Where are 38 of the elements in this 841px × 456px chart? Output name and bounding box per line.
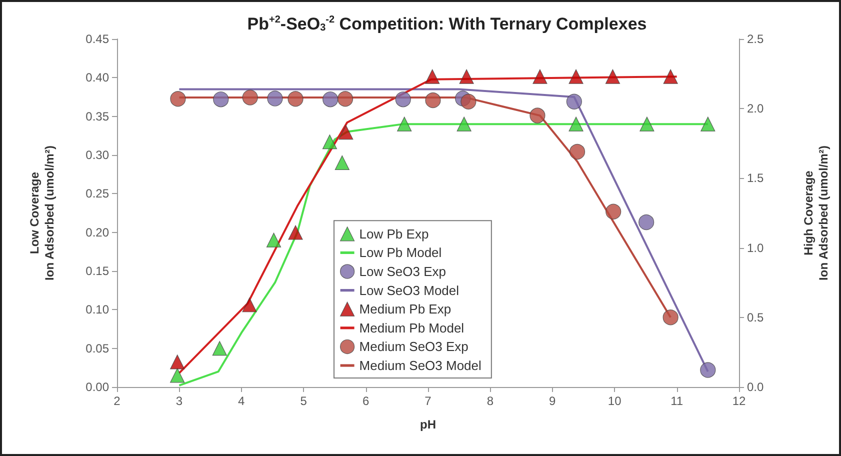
y-tick-label: 0.20 bbox=[86, 225, 110, 240]
y2-tick-label: 1.5 bbox=[747, 171, 764, 186]
y-tick-label: 0.15 bbox=[86, 264, 110, 278]
legend-label: Low Pb Exp bbox=[359, 226, 429, 242]
x-tick-label: 3 bbox=[176, 394, 183, 408]
legend-label: Medium Pb Exp bbox=[359, 302, 452, 317]
y2-tick-label: 0.5 bbox=[747, 310, 764, 324]
y2-tick-label: 1.0 bbox=[747, 240, 764, 255]
x-tick-label: 12 bbox=[732, 394, 746, 408]
x-tick-label: 4 bbox=[238, 394, 246, 408]
y2-tick-label: 2.0 bbox=[747, 102, 764, 116]
y-tick-label: 0.00 bbox=[86, 380, 110, 394]
y-tick-label: 0.40 bbox=[86, 70, 110, 85]
y-axis-title: Low Coverage Ion Adsorbed (umol/m²) bbox=[28, 146, 56, 280]
x-tick-label: 6 bbox=[362, 394, 370, 408]
x-tick-label: 11 bbox=[670, 394, 684, 408]
x-axis-title: pH bbox=[420, 418, 436, 432]
x-tick-label: 9 bbox=[549, 394, 556, 408]
legend-label: Medium SeO3 Model bbox=[359, 358, 482, 373]
legend-label: Low SeO3 Model bbox=[359, 282, 460, 298]
y2-axis-title: High Coverage Ion Adsorbed (umol/m²) bbox=[802, 146, 830, 280]
y2-tick-label: 2.5 bbox=[747, 32, 764, 46]
y-tick-label: 0.05 bbox=[86, 341, 110, 356]
y-tick-label: 0.45 bbox=[86, 32, 110, 46]
y-tick-label: 0.25 bbox=[86, 186, 110, 201]
x-tick-label: 10 bbox=[608, 394, 622, 408]
x-tick-label: 2 bbox=[114, 394, 121, 408]
legend-label: Low Pb Model bbox=[359, 245, 442, 260]
y-tick-label: 0.30 bbox=[86, 148, 110, 162]
legend-label: Medium Pb Model bbox=[359, 320, 464, 336]
x-tick-label: 7 bbox=[424, 394, 432, 408]
y2-tick-label: 0.0 bbox=[747, 380, 764, 394]
y-tick-label: 0.35 bbox=[86, 109, 110, 124]
y-tick-label: 0.10 bbox=[86, 302, 110, 317]
x-tick-label: 8 bbox=[486, 394, 494, 408]
legend-label: Low SeO3 Exp bbox=[359, 264, 446, 279]
x-tick-label: 5 bbox=[300, 394, 308, 408]
legend-label: Medium SeO3 Exp bbox=[359, 339, 468, 354]
